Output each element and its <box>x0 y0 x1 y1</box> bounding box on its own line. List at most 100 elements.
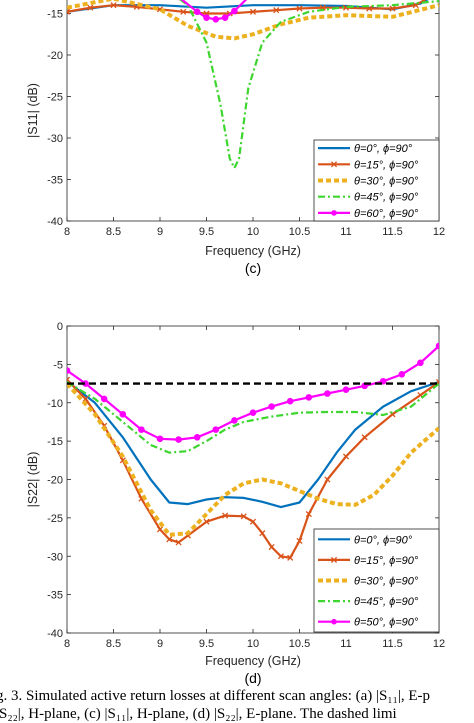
series-marker-4 <box>268 403 275 410</box>
series-marker-4 <box>231 7 238 15</box>
series-marker-1 <box>175 539 182 546</box>
y-tick-label: -15 <box>47 436 63 448</box>
series-marker-4 <box>305 394 313 401</box>
x-axis-label: Frequency (GHz) <box>205 244 301 258</box>
series-marker-1 <box>249 8 257 15</box>
legend-label-1: θ=15°, ϕ=90° <box>354 159 419 171</box>
x-tick-label: 12 <box>433 226 445 238</box>
series-marker-4 <box>67 367 71 374</box>
x-axis-label: Frequency (GHz) <box>205 654 301 668</box>
series-line-2 <box>67 382 439 537</box>
legend-label-3: θ=45°, ϕ=90° <box>354 596 419 608</box>
legend: θ=0°, ϕ=90° θ=15°, ϕ=90° θ=30°, ϕ=90° θ=45°… <box>313 139 440 222</box>
legend-marker-1 <box>330 556 338 563</box>
legend-marker-4 <box>331 210 337 216</box>
series-marker-4 <box>231 417 238 424</box>
plot-area <box>67 342 439 561</box>
series-marker-4 <box>193 8 201 16</box>
x-tick-label: 12 <box>433 638 445 650</box>
series-marker-1 <box>305 510 312 518</box>
y-tick-label: 0 <box>57 321 63 333</box>
series-marker-1 <box>389 5 396 12</box>
y-tick-label: -35 <box>47 175 63 187</box>
y-tick-label: -35 <box>47 590 63 602</box>
series-marker-1 <box>240 513 247 520</box>
x-tick-label: 11 <box>340 638 351 650</box>
caption-line-1: g. 3. Simulated active return losses at … <box>0 688 430 704</box>
y-tick-label: -30 <box>47 133 63 145</box>
legend-label-4: θ=50°, ϕ=90° <box>354 617 419 629</box>
series-marker-4 <box>138 426 145 433</box>
series-marker-1 <box>296 537 303 544</box>
series-marker-1 <box>180 8 187 15</box>
series-marker-4 <box>286 397 294 405</box>
x-tick-label: 9.5 <box>199 226 214 238</box>
x-tick-label: 9 <box>157 226 163 238</box>
x-tick-label: 10.5 <box>289 226 310 238</box>
y-tick-label: -10 <box>47 398 63 410</box>
legend-label-1: θ=15°, ϕ=90° <box>354 555 419 567</box>
legend-label-2: θ=30°, ϕ=90° <box>354 576 419 588</box>
series-marker-1 <box>222 512 229 519</box>
legend-marker-4 <box>331 618 337 625</box>
series-marker-4 <box>203 14 210 21</box>
x-tick-label: 9 <box>157 638 163 650</box>
series-marker-4 <box>212 426 220 433</box>
series-line-2 <box>67 0 439 41</box>
x-tick-label: 10 <box>247 638 259 650</box>
series-marker-4 <box>212 16 220 23</box>
series-marker-4 <box>435 342 439 350</box>
series-line-3 <box>67 381 439 454</box>
series-marker-4 <box>221 14 229 21</box>
y-tick-label: -5 <box>53 359 63 371</box>
series-line-0 <box>67 380 439 509</box>
series-marker-4 <box>342 386 350 394</box>
panel-label: (c) <box>245 260 261 276</box>
legend-marker-1 <box>330 161 338 168</box>
x-tick-label: 9.5 <box>199 638 214 650</box>
x-tick-label: 8.5 <box>106 638 121 650</box>
x-tick-label: 10.5 <box>289 638 310 650</box>
legend-label-0: θ=0°, ϕ=90° <box>354 143 413 155</box>
series-marker-1 <box>324 476 331 483</box>
y-axis-label: |S22| (dB) <box>26 452 40 508</box>
series-marker-1 <box>67 8 71 15</box>
series-marker-1 <box>296 5 303 12</box>
x-tick-label: 8 <box>64 226 70 238</box>
y-tick-label: -40 <box>47 628 63 640</box>
x-tick-label: 10 <box>247 226 259 238</box>
x-tick-label: 11.5 <box>382 638 403 650</box>
series-line-3 <box>179 0 439 169</box>
series-marker-1 <box>67 376 71 383</box>
series-marker-4 <box>175 436 182 443</box>
legend-label-4: θ=60°, ϕ=90° <box>354 208 419 220</box>
series-marker-4 <box>398 371 406 378</box>
series-marker-4 <box>324 390 331 397</box>
legend: θ=0°, ϕ=90° θ=15°, ϕ=90° θ=30°, ϕ=90° θ=45°… <box>313 528 440 633</box>
y-tick-label: -25 <box>47 513 63 525</box>
series-marker-1 <box>287 554 294 561</box>
series-marker-1 <box>87 4 94 11</box>
series-marker-1 <box>259 530 266 537</box>
series-marker-4 <box>100 395 108 403</box>
series-marker-1 <box>156 526 164 533</box>
plot-area <box>67 0 439 169</box>
chart-panel-c: 8 8.5 9 9.5 10 10.5 11 11.5 12 -40 -35 -30 -25 -20 -15… <box>26 0 445 276</box>
series-marker-4 <box>156 435 164 443</box>
series-marker-1 <box>203 518 210 525</box>
y-tick-label: -40 <box>47 216 63 228</box>
x-tick-label: 8.5 <box>106 226 121 238</box>
series-marker-4 <box>119 410 127 418</box>
panel-label: (d) <box>244 670 261 686</box>
y-axis-label: |S11| (dB) <box>26 83 40 138</box>
series-marker-4 <box>417 359 424 367</box>
series-marker-1 <box>277 553 284 560</box>
y-tick-label: -20 <box>47 475 63 487</box>
caption-line-2: |S₂₂|, H-plane, (c) |S₁₁|, H-plane, (d) … <box>0 706 397 722</box>
series-marker-1 <box>273 7 280 14</box>
y-tick-label: -30 <box>47 551 63 563</box>
y-tick-label: -15 <box>47 9 63 21</box>
chart-panel-d: 8 8.5 9 9.5 10 10.5 11 11.5 12 -40 -35 -30 -25 -20 -15… <box>26 321 445 686</box>
x-tick-label: 11.5 <box>382 226 403 238</box>
y-tick-label: -20 <box>47 50 63 62</box>
